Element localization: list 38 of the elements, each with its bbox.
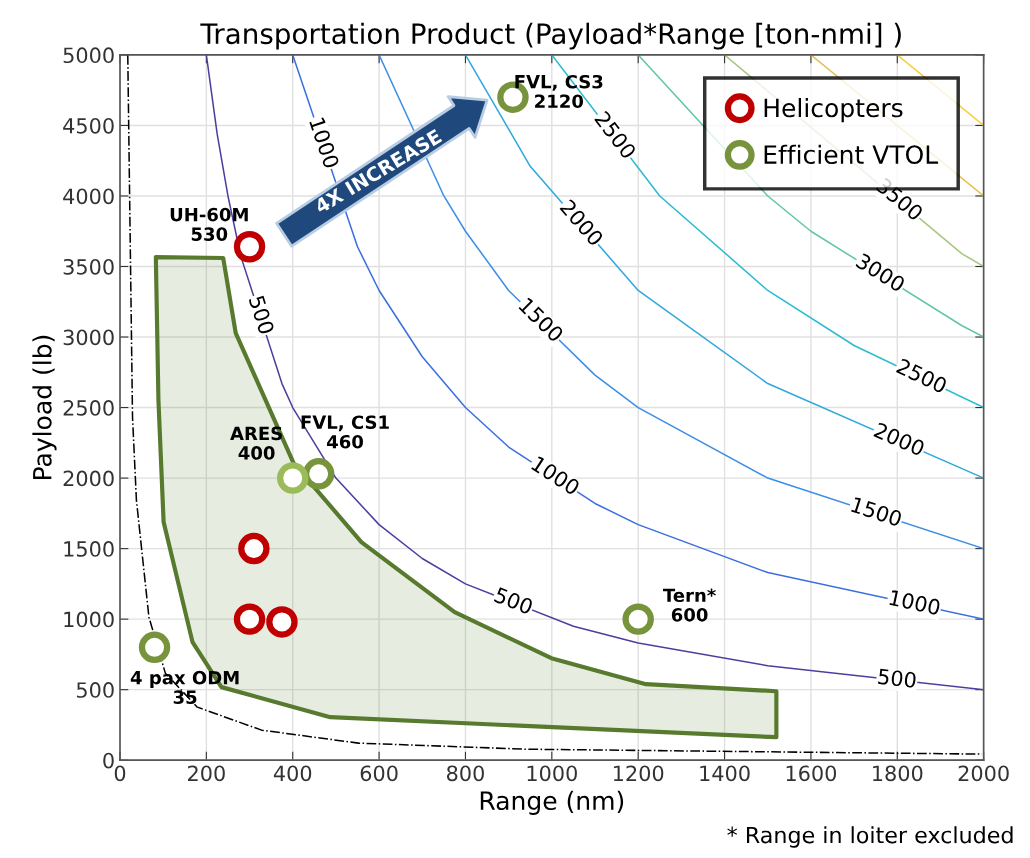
y-tick-label: 500 <box>76 682 114 698</box>
annotation: 500 <box>878 668 917 689</box>
annotation: 1500 <box>850 496 903 527</box>
x-tick-label: 1000 <box>527 765 577 782</box>
annotation: 500 <box>493 586 534 615</box>
x-tick-label: 1400 <box>700 765 750 782</box>
x-axis-title: Range (nm) <box>480 790 624 815</box>
x-tick-label: 200 <box>188 765 225 782</box>
x-tick-label: 1800 <box>873 765 923 782</box>
y-tick-label: 2000 <box>63 470 114 487</box>
chart-title: Transportation Product (Payload*Range [ton-nmi] ) <box>200 22 901 50</box>
x-tick-label: 1600 <box>786 765 837 782</box>
x-tick-label: 2000 <box>958 765 1009 782</box>
annotation: 500 <box>248 295 275 335</box>
annotation: 2500 <box>895 357 948 394</box>
x-tick-label: 400 <box>273 765 312 782</box>
y-tick-label: 4000 <box>63 188 114 205</box>
y-tick-label: 2500 <box>63 400 114 416</box>
y-tick-label: 1500 <box>64 541 114 557</box>
text: * Range in loiter excluded <box>727 826 1013 848</box>
y-tick-label: 3500 <box>63 258 114 275</box>
annotation: 2000 <box>873 421 926 457</box>
y-tick-label: 5000 <box>63 47 114 64</box>
y-tick-label: 3000 <box>63 329 114 346</box>
legend-label: Efficient VTOL <box>764 144 939 165</box>
legend-label: Helicopters <box>764 97 903 123</box>
y-tick-label: 1000 <box>64 611 114 628</box>
x-tick-label: 600 <box>360 765 398 782</box>
annotation: Tern* 600 <box>662 588 716 622</box>
x-tick-label: 1200 <box>613 765 664 782</box>
x-tick-label: 800 <box>446 765 484 782</box>
y-axis-title: Payload (lb) <box>32 335 57 479</box>
annotation: 1000 <box>309 117 340 169</box>
annotation: 1000 <box>889 589 941 616</box>
annotation: FVL, CS1 460 <box>301 415 389 449</box>
y-tick-label: 0 <box>103 752 114 769</box>
x-tick-label: 0 <box>114 765 126 782</box>
y-tick-label: 4500 <box>63 117 114 134</box>
